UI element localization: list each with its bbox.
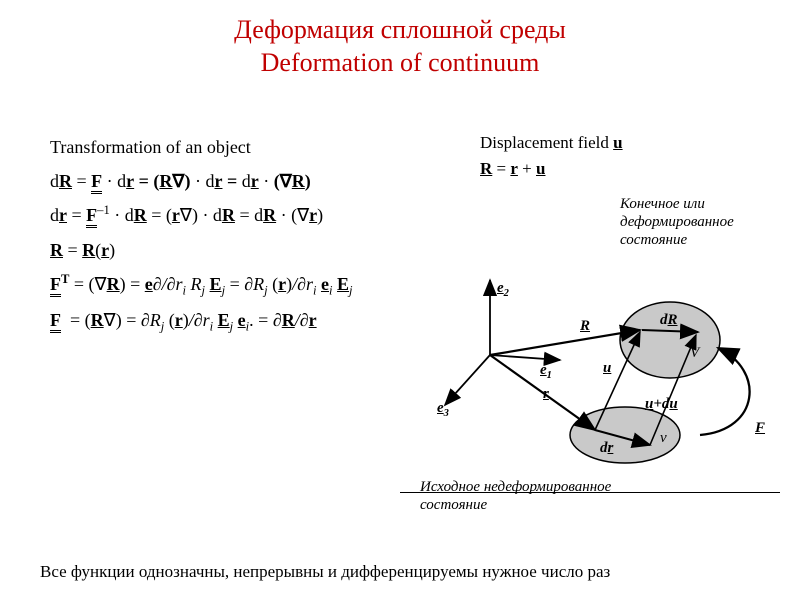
vec-dR: dR	[660, 312, 678, 329]
vec-r: r	[543, 386, 549, 403]
slide-title: Деформация сплошной среды Deformation of…	[0, 14, 800, 79]
eq-heading: Transformation of an object	[50, 130, 430, 164]
axis-e1: e1	[540, 362, 552, 381]
eq-line-2: dr = F–1 · dR = (r∇) · dR = dR · (∇r)	[50, 198, 430, 232]
divider-line	[400, 492, 780, 494]
eq-line-4: FT = (∇R) = e∂/∂ri Rj Ej = ∂Rj (r)/∂ri e…	[50, 267, 430, 304]
equations-block: Transformation of an object dR = F · dr …	[50, 130, 430, 340]
region-v: v	[660, 430, 667, 447]
disp-line2: R = r + u	[480, 156, 623, 182]
footer-note: Все функции однозначны, непрерывны и диф…	[40, 562, 610, 582]
vec-R: R	[580, 318, 590, 335]
vec-dr: dr	[600, 440, 613, 457]
eq-line-1: dR = F · dr = (R∇) · dr = dr · (∇R)	[50, 164, 430, 198]
displacement-block: Displacement field u R = r + u	[480, 130, 623, 181]
eq-line-5: F = (R∇) = ∂Rj (r)/∂ri Ej ei. = ∂R/∂r	[50, 303, 430, 340]
label-undeformed: Исходное недеформированное состояние	[420, 478, 620, 514]
disp-line1: Displacement field u	[480, 130, 623, 156]
region-V: V	[690, 345, 699, 362]
title-line2: Deformation of continuum	[261, 48, 540, 77]
axis-e2: e2	[497, 280, 509, 299]
title-line1: Деформация сплошной среды	[234, 15, 566, 44]
vec-u: u	[603, 360, 611, 377]
map-F: F	[755, 420, 765, 437]
eq-line-3: R = R(r)	[50, 233, 430, 267]
label-deformed: Конечное или деформированное состояние	[620, 195, 780, 249]
vec-udu: u+du	[645, 396, 678, 413]
axis-e3: e3	[437, 400, 449, 419]
